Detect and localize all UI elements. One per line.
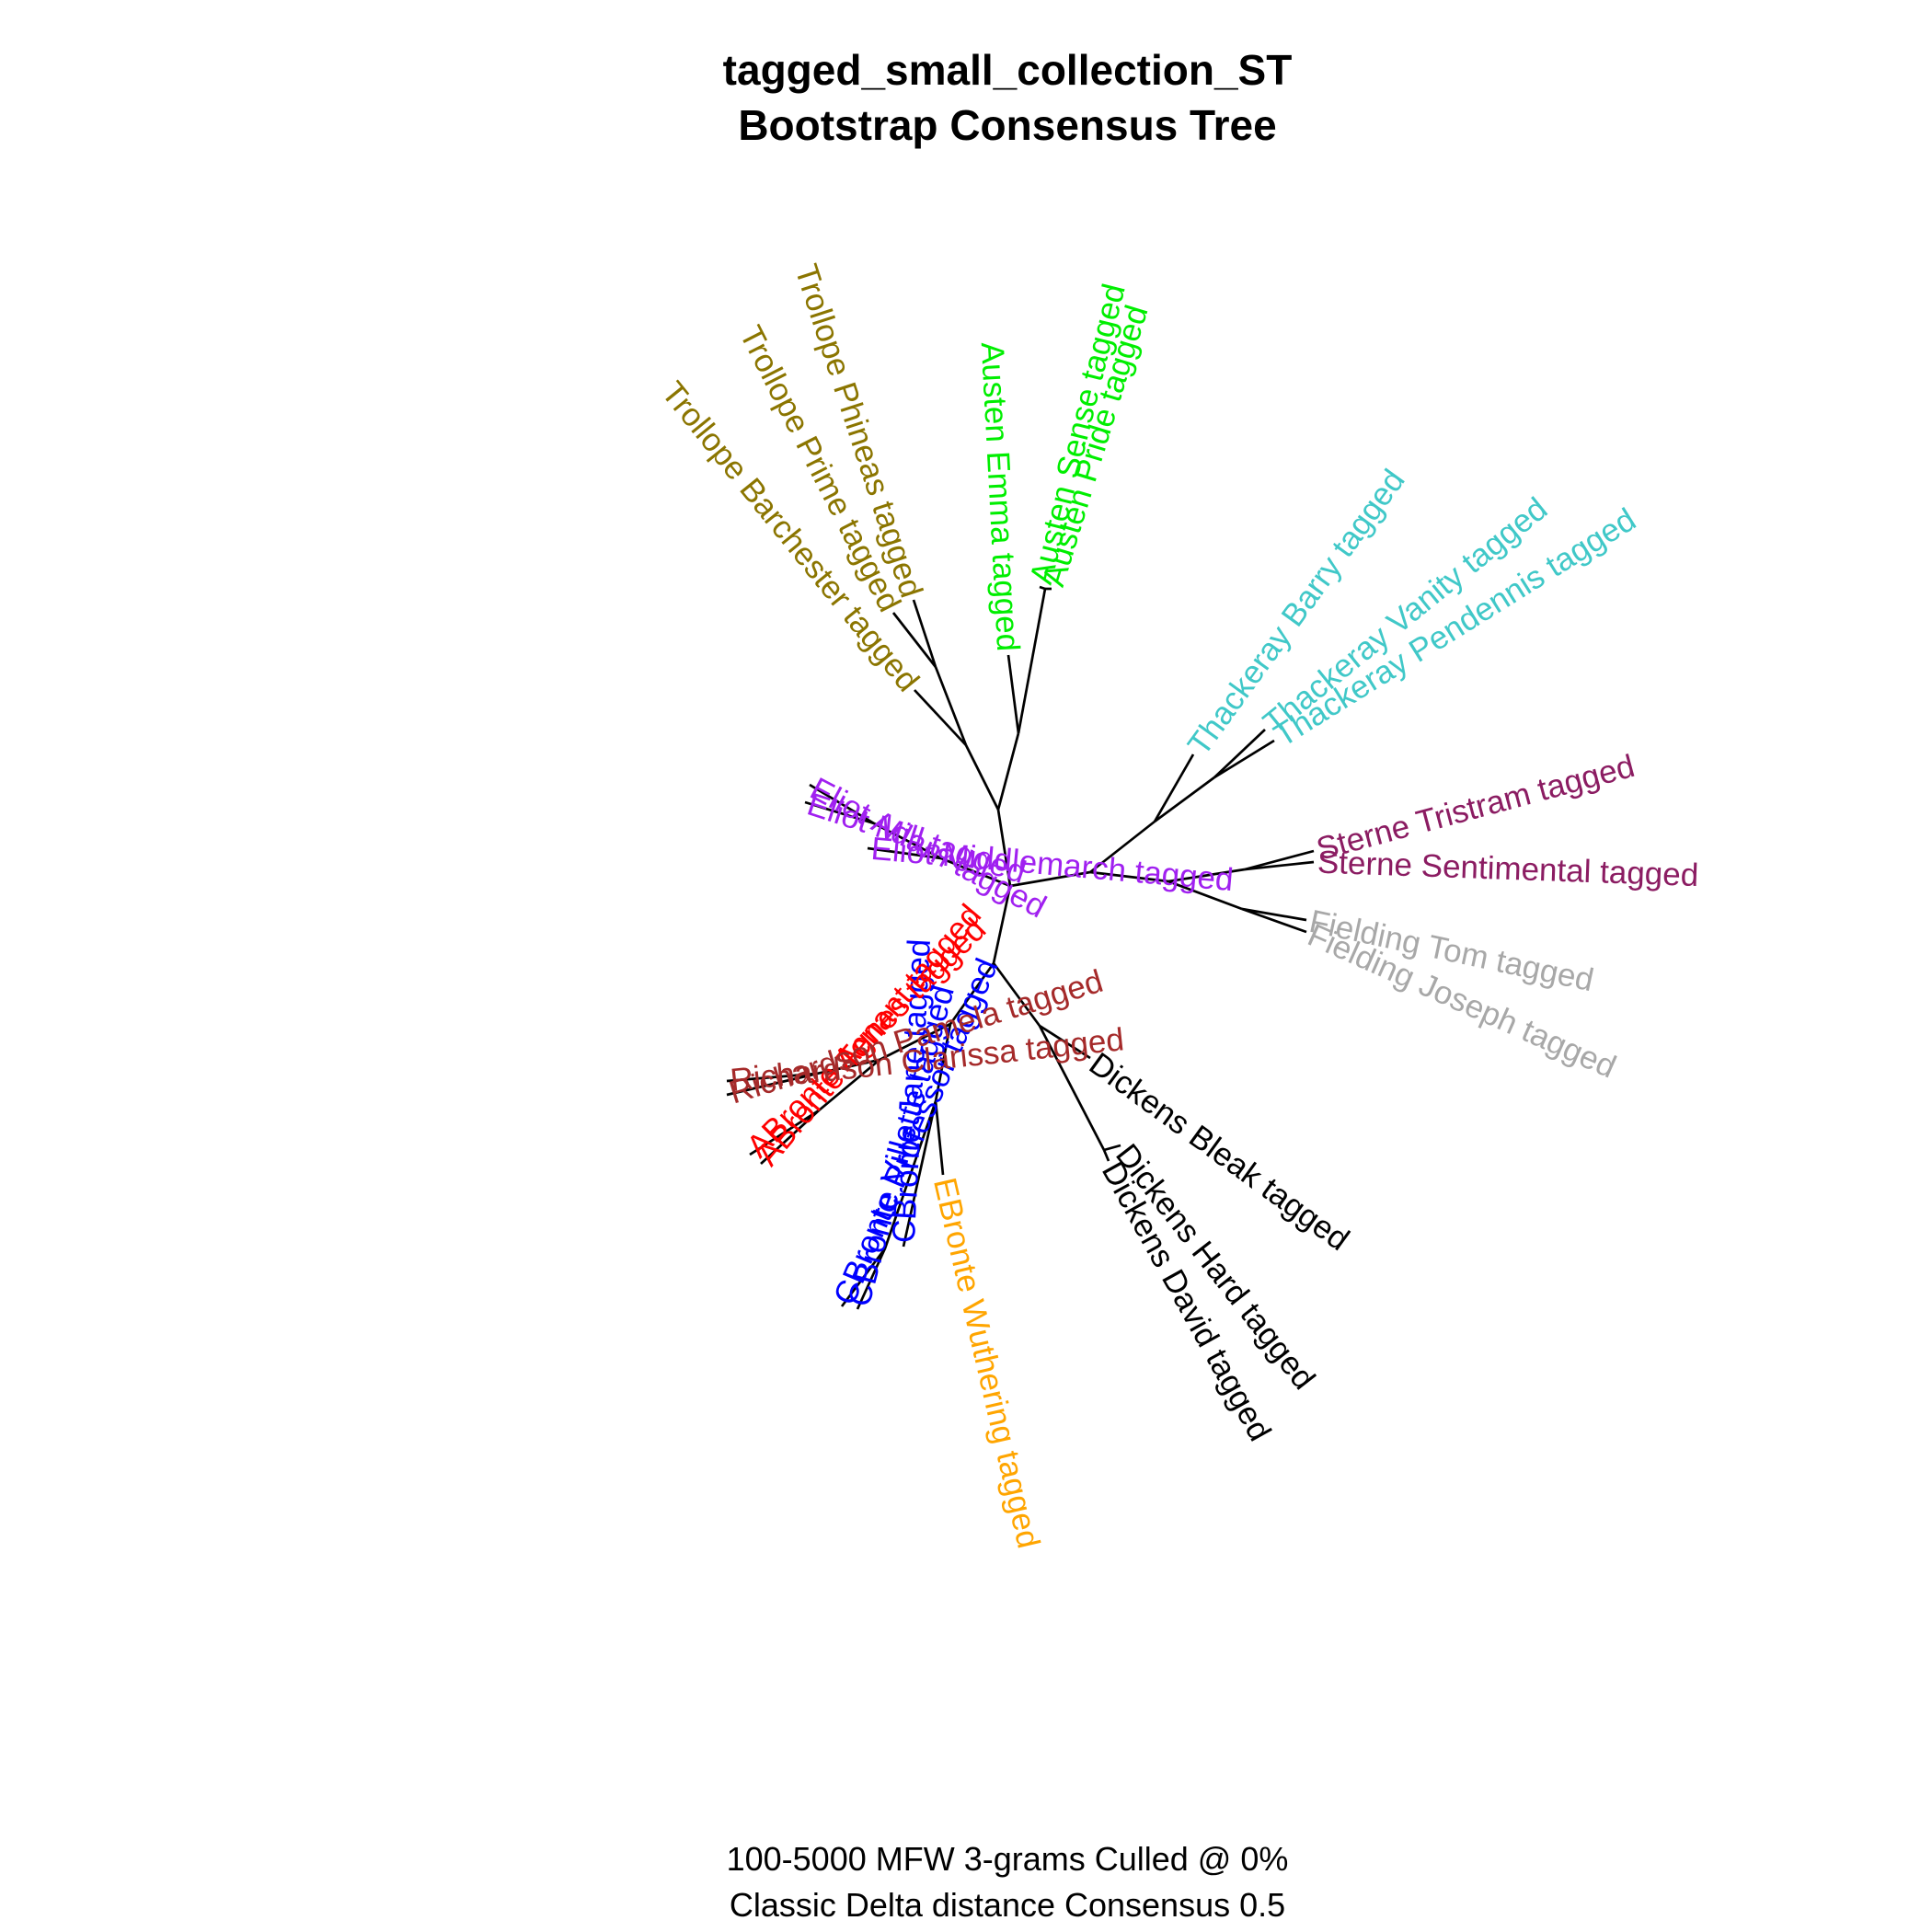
tree-edge-thaA-thaB (1154, 776, 1215, 823)
chart-title-line-2: Bootstrap Consensus Tree (738, 101, 1276, 149)
tree-edge-austen-emma (1006, 654, 1020, 734)
tree-edge-lowL-bro (934, 1023, 952, 1102)
leaf-label-sterne-sentimental: Sterne Sentimental tagged (1317, 845, 1699, 893)
tree-edge-trollope-phineas (912, 599, 937, 668)
tree-edge-austen-sense (1039, 585, 1046, 591)
leaf-label-austen-emma: Austen Emma tagged (974, 341, 1027, 652)
tree-edge-fielding-joseph (1241, 907, 1307, 934)
caption-line-1: 100-5000 MFW 3-grams Culled @ 0% (727, 1840, 1289, 1878)
tree-edge-cbronte-professor (840, 1248, 887, 1307)
tree-edge-aus-ausB (1017, 588, 1047, 734)
tree-edge-dickens-bleak (1039, 1024, 1091, 1060)
leaf-label-thackeray-pendennis: Thackeray Pendennis tagged (1268, 501, 1642, 753)
tree-edge-eliot-adam (809, 783, 875, 825)
tree-edge-rich-ricB (816, 1058, 880, 1075)
tree-edge-eliot-mill (804, 800, 875, 825)
tree-edge-lowL-rich (879, 1022, 951, 1062)
tree-edge-dickens-hard (1103, 1144, 1121, 1152)
tree-edge-abronte-agnes (749, 1109, 820, 1156)
tree-edge-thackeray-barry (1153, 753, 1195, 822)
tree-edge-root-top (996, 809, 1012, 887)
tree-edge-eliA-eliB (873, 822, 942, 860)
tree-edge-top-trolA (964, 744, 1000, 811)
tree-edge-richardson-clarissa (726, 1072, 818, 1083)
tree-edge-dic-dicB (1038, 1025, 1106, 1151)
tree-edge-top-aus (996, 732, 1020, 811)
tree-edge-sf-fi (1167, 880, 1243, 911)
tree-edge-cbronte-jane (902, 1100, 937, 1248)
tree-edge-bot-lowL (949, 962, 995, 1025)
tree-edge-bot-dic (992, 962, 1041, 1027)
leaf-label-ebronte-wuthering: EBronte Wuthering tagged (926, 1175, 1047, 1552)
tree-edge-root-bot (992, 885, 1012, 964)
tree-edge-trolA-trolB (934, 666, 968, 746)
tree-edge-sterne-tristram (1244, 849, 1315, 871)
tree-edge-dickens-david (1102, 1149, 1110, 1162)
tree-edge-trollope-barchester (914, 689, 967, 746)
tree-edge-abronte-tenant (760, 1110, 820, 1165)
tree-edge-root-right (1009, 870, 1091, 888)
tree-edge-richardson-pamela (726, 1072, 818, 1097)
chart-title-line-1: tagged_small_collection_ST (723, 46, 1293, 94)
tree-edge-sterne-sentimental (1244, 860, 1315, 871)
tree-edge-thackeray-pendennis (1213, 739, 1275, 779)
tree-edge-sf-st (1167, 868, 1246, 883)
tree-edge-fielding-tom (1241, 907, 1307, 922)
caption-line-2: Classic Delta distance Consensus 0.5 (730, 1886, 1285, 1924)
tree-edge-thackeray-vanity (1213, 729, 1266, 778)
tree-edge-cbronte-villette (856, 1248, 887, 1310)
tree-edge-trollope-prime (891, 612, 937, 668)
tree-edge-rich-abr (818, 1058, 880, 1112)
tree-edge-bro-cvp (883, 1100, 937, 1249)
tree-edge-eliot-middlemarch (867, 846, 942, 860)
tree-edge-right-sf (1089, 870, 1169, 883)
tree-edge-right-thaA (1089, 820, 1156, 874)
tree-edge-ebronte-wuthering (934, 1100, 945, 1176)
tree-edge-root-eliA (940, 857, 1011, 888)
tree-edges (726, 585, 1315, 1310)
